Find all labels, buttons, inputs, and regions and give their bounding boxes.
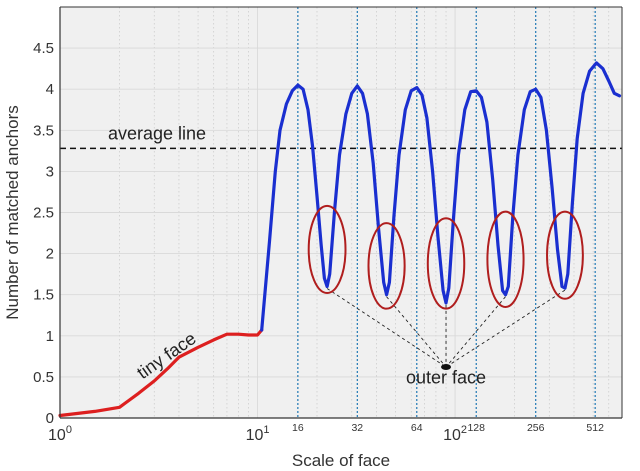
minimum-circle bbox=[426, 217, 466, 310]
scale-tick-label: 256 bbox=[527, 422, 545, 434]
x-tick-exponent: 1 bbox=[263, 424, 269, 436]
y-tick-label: 0 bbox=[46, 410, 54, 427]
y-tick-label: 0.5 bbox=[33, 369, 54, 386]
y-tick-label: 1 bbox=[46, 328, 54, 345]
y-tick-label: 2 bbox=[46, 246, 54, 263]
x-tick-exponent: 0 bbox=[66, 424, 72, 436]
annotation-outer-face: outer face bbox=[406, 367, 486, 387]
y-tick-label: 3 bbox=[46, 163, 54, 180]
circled-minima bbox=[307, 204, 584, 371]
y-tick-label: 4.5 bbox=[33, 40, 54, 57]
y-tick-label: 1.5 bbox=[33, 287, 54, 304]
scale-tick-label: 128 bbox=[467, 422, 485, 434]
average-line-label: average line bbox=[108, 123, 206, 143]
x-tick-label: 102 bbox=[443, 424, 467, 444]
minimum-circle bbox=[486, 210, 525, 309]
x-tick-base: 10 bbox=[443, 427, 461, 444]
scale-tick-label: 16 bbox=[292, 422, 304, 434]
series-line-matched-anchors bbox=[260, 61, 622, 332]
series-line-tiny-face bbox=[58, 328, 264, 418]
minimum-circle bbox=[367, 222, 406, 310]
y-tick-label: 3.5 bbox=[33, 122, 54, 139]
x-tick-label: 100 bbox=[48, 424, 72, 444]
scale-tick-label: 64 bbox=[411, 422, 423, 434]
y-axis-title: Number of matched anchors bbox=[3, 105, 22, 320]
x-tick-label: 101 bbox=[246, 424, 270, 444]
scale-reference-lines bbox=[297, 7, 596, 418]
scale-tick-label: 512 bbox=[586, 422, 604, 434]
x-tick-exponent: 2 bbox=[461, 424, 467, 436]
x-axis-title: Scale of face bbox=[292, 451, 390, 470]
y-tick-label: 2.5 bbox=[33, 205, 54, 222]
axes bbox=[59, 6, 623, 419]
minimum-circle bbox=[307, 204, 347, 295]
y-tick-label: 4 bbox=[46, 81, 54, 98]
series-lines bbox=[58, 61, 622, 418]
outer-face-point bbox=[441, 364, 452, 371]
scale-tick-label: 32 bbox=[351, 422, 363, 434]
minimum-circle bbox=[546, 210, 584, 300]
x-tick-base: 10 bbox=[246, 427, 264, 444]
x-tick-base: 10 bbox=[48, 427, 66, 444]
